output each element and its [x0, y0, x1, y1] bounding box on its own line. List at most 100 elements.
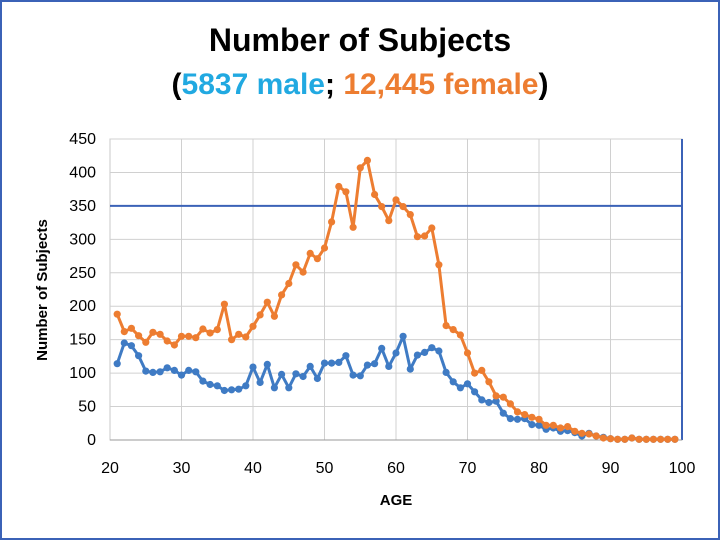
- data-point: [127, 342, 135, 350]
- y-tick-label: 0: [87, 432, 96, 449]
- y-tick-label: 300: [69, 231, 96, 248]
- data-point: [492, 397, 500, 405]
- data-point: [385, 362, 393, 370]
- x-tick-label: 60: [387, 460, 405, 477]
- data-point: [564, 423, 572, 431]
- x-tick-label: 70: [459, 460, 477, 477]
- data-point: [120, 328, 128, 336]
- data-point: [614, 435, 622, 443]
- y-tick-label: 250: [69, 265, 96, 282]
- data-point: [385, 217, 393, 225]
- data-point: [278, 370, 286, 378]
- data-point: [657, 435, 665, 443]
- subtitle-male-count: 5837 male: [181, 68, 325, 101]
- data-point: [371, 190, 379, 199]
- data-point: [435, 347, 443, 355]
- data-point: [499, 409, 507, 417]
- data-point: [213, 382, 221, 390]
- slide-border-bottom: [0, 538, 720, 540]
- data-point: [342, 352, 350, 360]
- data-point: [449, 326, 457, 334]
- data-point: [127, 324, 135, 332]
- data-point: [170, 366, 178, 374]
- data-point: [428, 224, 436, 232]
- data-point: [356, 164, 364, 172]
- data-point: [235, 385, 243, 393]
- slide-border-left: [0, 0, 2, 540]
- data-point: [235, 330, 243, 338]
- subtitle-separator: ;: [324, 68, 344, 101]
- x-tick-label: 90: [602, 460, 620, 477]
- data-point: [513, 415, 522, 423]
- data-point: [335, 358, 343, 366]
- data-point: [592, 432, 600, 440]
- data-point: [199, 377, 207, 385]
- y-tick-label: 100: [69, 365, 96, 382]
- data-point: [478, 396, 486, 404]
- data-point: [492, 392, 500, 400]
- data-point: [485, 378, 493, 386]
- data-point: [606, 435, 615, 443]
- data-point: [185, 366, 193, 374]
- data-point: [135, 332, 143, 340]
- data-point: [263, 360, 271, 368]
- data-point: [535, 415, 543, 423]
- x-tick-label: 40: [244, 460, 262, 477]
- data-point: [192, 334, 200, 342]
- data-point: [313, 374, 321, 383]
- data-point: [135, 352, 143, 360]
- data-point: [649, 435, 658, 443]
- data-point: [392, 349, 400, 357]
- data-point: [671, 435, 679, 443]
- data-point: [206, 380, 214, 389]
- data-point: [278, 291, 286, 299]
- data-point: [142, 338, 150, 346]
- data-point: [442, 368, 450, 376]
- data-point: [556, 424, 565, 432]
- data-point: [349, 223, 357, 231]
- slide-title: Number of Subjects: [208, 22, 512, 58]
- slide-border-top: [0, 0, 720, 2]
- data-point: [163, 364, 171, 372]
- data-point: [156, 330, 164, 338]
- data-point: [142, 367, 150, 375]
- data-point: [363, 361, 371, 369]
- data-point: [156, 368, 164, 376]
- data-point: [356, 372, 364, 380]
- data-point: [170, 341, 178, 349]
- data-point: [506, 415, 514, 423]
- data-point: [428, 344, 436, 352]
- data-point: [206, 329, 214, 337]
- data-point: [349, 371, 357, 379]
- data-point: [528, 413, 536, 421]
- data-point: [421, 348, 429, 356]
- data-point: [249, 322, 257, 330]
- data-point: [506, 400, 514, 408]
- x-tick-label: 30: [173, 460, 191, 477]
- data-point: [478, 366, 486, 374]
- data-point: [299, 372, 307, 381]
- data-point: [399, 203, 407, 211]
- data-point: [163, 337, 171, 345]
- data-point: [342, 188, 350, 196]
- data-point: [413, 351, 421, 359]
- data-point: [406, 365, 414, 373]
- y-axis-title: Number of Subjects: [34, 219, 51, 361]
- data-point: [363, 156, 371, 164]
- data-point: [399, 332, 407, 340]
- data-point: [499, 393, 507, 401]
- data-point: [220, 300, 228, 308]
- data-point: [549, 421, 557, 429]
- data-point: [456, 331, 464, 339]
- data-point: [228, 336, 236, 344]
- data-point: [220, 386, 228, 395]
- data-point: [485, 398, 493, 407]
- data-point: [628, 434, 636, 442]
- data-point: [270, 384, 278, 392]
- data-point: [292, 370, 300, 378]
- subtitle-open-paren: (: [171, 68, 182, 101]
- data-point: [471, 369, 479, 377]
- subtitle-close-paren: ): [538, 68, 549, 101]
- data-point: [585, 430, 593, 438]
